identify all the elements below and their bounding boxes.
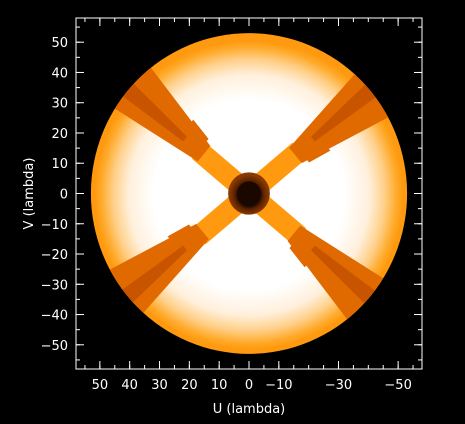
y-tick-label: 0	[60, 188, 68, 203]
uv-arm-step	[190, 119, 209, 143]
x-axis-label: U (lambda)	[213, 402, 286, 417]
uv-arm-step	[306, 146, 331, 163]
x-tick-label: 40	[121, 378, 138, 393]
uv-arm-step	[167, 224, 192, 241]
y-tick-label: −40	[41, 309, 68, 324]
y-tick-label: 30	[51, 97, 68, 112]
y-tick-label: −20	[41, 248, 68, 263]
x-tick-label: 20	[181, 378, 198, 393]
y-tick-label: 40	[51, 66, 68, 81]
y-axis-label: V (lambda)	[22, 158, 37, 230]
x-tick-label: 10	[211, 378, 228, 393]
y-tick-label: −10	[41, 218, 68, 233]
x-tick-label: −10	[265, 378, 292, 393]
y-tick-label: 50	[51, 36, 68, 51]
heatmap-image	[90, 33, 408, 354]
y-tick-label: 20	[51, 127, 68, 142]
y-tick-label: −30	[41, 278, 68, 293]
y-tick-label: 10	[51, 157, 68, 172]
uv-center-hole	[237, 181, 261, 206]
y-tick-label: −50	[41, 339, 68, 354]
x-tick-label: −30	[325, 378, 352, 393]
x-tick-label: −50	[384, 378, 411, 393]
x-tick-label: 30	[151, 378, 168, 393]
x-tick-label: 50	[92, 378, 109, 393]
axes: 50 40 30 20 10 0 −10 −30 −50 50 40 30 20 10 0 −10 −20 −30…	[22, 17, 423, 417]
x-tick-label: 0	[245, 378, 253, 393]
uv-arm-step	[289, 244, 308, 268]
